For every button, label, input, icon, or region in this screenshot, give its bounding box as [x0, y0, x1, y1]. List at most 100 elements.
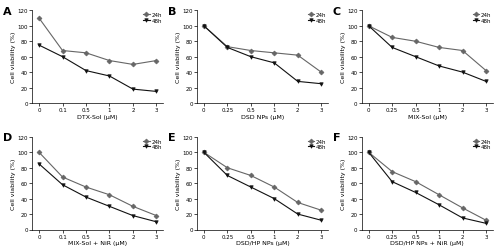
48h	[248, 186, 254, 189]
Text: E: E	[168, 133, 175, 143]
Legend: 24h, 48h: 24h, 48h	[142, 138, 163, 150]
48h	[154, 220, 160, 224]
48h	[83, 70, 89, 73]
24h	[294, 54, 300, 57]
24h	[83, 52, 89, 55]
Line: 24h: 24h	[202, 151, 323, 212]
48h	[201, 25, 207, 28]
24h	[36, 17, 42, 20]
48h	[460, 71, 466, 74]
Line: 24h: 24h	[202, 25, 323, 75]
24h	[318, 209, 324, 212]
Legend: 24h, 48h: 24h, 48h	[142, 12, 163, 24]
24h	[224, 46, 230, 49]
48h	[106, 75, 112, 78]
24h	[106, 194, 112, 197]
48h	[318, 219, 324, 222]
24h	[483, 219, 489, 222]
24h	[248, 50, 254, 53]
48h	[272, 197, 278, 200]
48h	[60, 56, 66, 59]
24h	[412, 180, 418, 183]
X-axis label: MIX-Sol (μM): MIX-Sol (μM)	[408, 114, 447, 119]
24h	[224, 167, 230, 170]
24h	[130, 205, 136, 208]
48h	[272, 62, 278, 65]
24h	[106, 60, 112, 63]
24h	[294, 201, 300, 204]
Legend: 24h, 48h: 24h, 48h	[472, 12, 492, 24]
24h	[154, 60, 160, 63]
24h	[154, 214, 160, 217]
48h	[224, 47, 230, 50]
48h	[224, 174, 230, 177]
24h	[436, 194, 442, 197]
24h	[272, 52, 278, 55]
48h	[60, 183, 66, 186]
Y-axis label: Cell viability (%): Cell viability (%)	[340, 158, 345, 209]
24h	[460, 50, 466, 53]
24h	[201, 151, 207, 154]
48h	[389, 180, 395, 183]
48h	[436, 65, 442, 68]
48h	[366, 151, 372, 154]
24h	[318, 71, 324, 74]
Text: C: C	[332, 7, 341, 17]
24h	[389, 170, 395, 173]
48h	[412, 56, 418, 59]
X-axis label: DSD NPs (μM): DSD NPs (μM)	[241, 114, 284, 119]
24h	[201, 25, 207, 28]
48h	[460, 216, 466, 219]
48h	[294, 213, 300, 216]
48h	[294, 81, 300, 84]
X-axis label: DTX-Sol (μM): DTX-Sol (μM)	[78, 114, 118, 119]
Text: D: D	[3, 133, 13, 143]
Line: 48h: 48h	[38, 163, 158, 224]
Text: F: F	[332, 133, 340, 143]
X-axis label: MIX-Sol + NiR (μM): MIX-Sol + NiR (μM)	[68, 240, 128, 245]
Legend: 24h, 48h: 24h, 48h	[307, 138, 327, 150]
48h	[318, 83, 324, 86]
24h	[412, 41, 418, 44]
48h	[36, 44, 42, 47]
48h	[130, 88, 136, 91]
24h	[83, 186, 89, 189]
48h	[83, 196, 89, 199]
Line: 24h: 24h	[367, 25, 488, 73]
24h	[60, 50, 66, 53]
Y-axis label: Cell viability (%): Cell viability (%)	[176, 32, 181, 83]
Line: 48h: 48h	[367, 25, 488, 84]
48h	[412, 191, 418, 194]
48h	[366, 25, 372, 28]
Line: 24h: 24h	[38, 151, 158, 217]
Legend: 24h, 48h: 24h, 48h	[472, 138, 492, 150]
24h	[366, 151, 372, 154]
Y-axis label: Cell viability (%): Cell viability (%)	[340, 32, 345, 83]
24h	[460, 207, 466, 210]
48h	[154, 90, 160, 93]
X-axis label: DSD/HP NPs + NiR (μM): DSD/HP NPs + NiR (μM)	[390, 240, 464, 245]
48h	[36, 163, 42, 166]
Y-axis label: Cell viability (%): Cell viability (%)	[11, 32, 16, 83]
Line: 48h: 48h	[202, 151, 323, 222]
24h	[248, 174, 254, 177]
48h	[483, 222, 489, 225]
48h	[483, 81, 489, 84]
Line: 48h: 48h	[367, 151, 488, 225]
Y-axis label: Cell viability (%): Cell viability (%)	[176, 158, 181, 209]
Text: A: A	[3, 7, 12, 17]
24h	[389, 37, 395, 40]
48h	[106, 205, 112, 208]
X-axis label: DSD/HP NPs (μM): DSD/HP NPs (μM)	[236, 240, 290, 245]
24h	[366, 25, 372, 28]
Line: 24h: 24h	[38, 17, 158, 67]
48h	[130, 214, 136, 217]
24h	[130, 64, 136, 67]
48h	[201, 151, 207, 154]
24h	[36, 151, 42, 154]
48h	[436, 203, 442, 206]
24h	[483, 70, 489, 73]
24h	[436, 47, 442, 50]
Line: 48h: 48h	[38, 44, 158, 94]
48h	[248, 56, 254, 59]
